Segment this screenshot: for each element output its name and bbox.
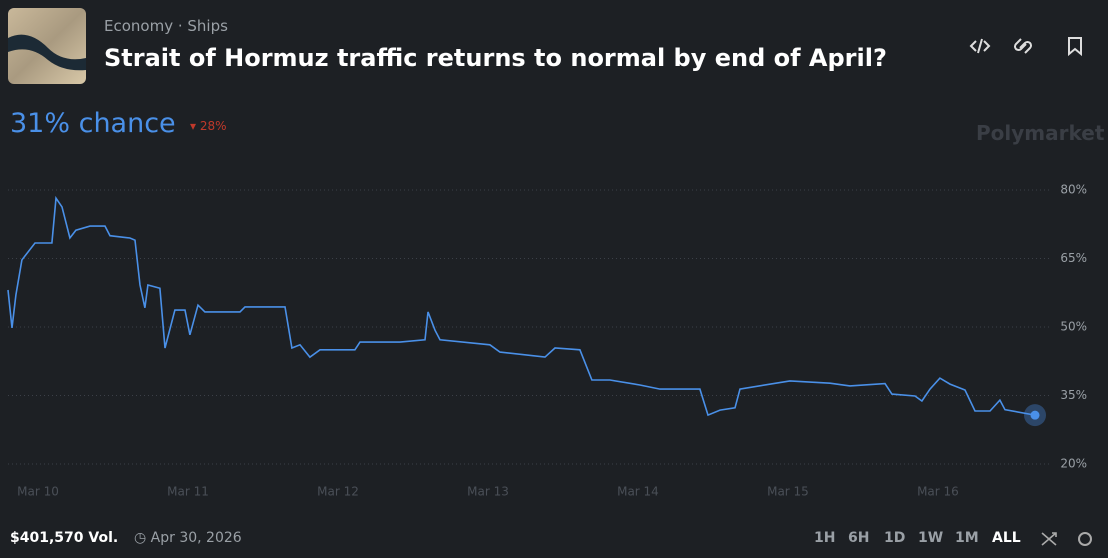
change-value: 28% bbox=[199, 119, 227, 133]
x-tick-label: Mar 11 bbox=[167, 485, 209, 499]
range-button[interactable]: 1M bbox=[955, 530, 979, 546]
bookmark-icon[interactable] bbox=[1068, 37, 1082, 57]
range-button[interactable]: 1H bbox=[814, 530, 836, 546]
change: ▾ 28% bbox=[190, 119, 227, 133]
chance: 31% chance bbox=[10, 108, 176, 139]
price-line bbox=[7, 195, 1036, 417]
range-button[interactable]: 1W bbox=[918, 530, 944, 546]
end-date-text: Apr 30, 2026 bbox=[150, 530, 242, 546]
embed-icon[interactable] bbox=[969, 38, 991, 54]
thumbnail bbox=[8, 8, 86, 84]
y-tick-label: 35% bbox=[1060, 388, 1087, 402]
x-tick-label: Mar 12 bbox=[317, 485, 359, 499]
category[interactable]: Economy bbox=[104, 17, 174, 35]
market-title: Strait of Hormuz traffic returns to norm… bbox=[104, 44, 887, 72]
volume: $401,570 Vol. bbox=[10, 530, 119, 546]
range-button[interactable]: 6H bbox=[848, 530, 870, 546]
actions bbox=[969, 37, 1082, 57]
x-tick-label: Mar 10 bbox=[17, 485, 59, 499]
y-tick-label: 20% bbox=[1060, 457, 1087, 471]
range-button[interactable]: ALL bbox=[992, 530, 1021, 546]
y-tick-label: 65% bbox=[1060, 251, 1087, 265]
subcategory[interactable]: Ships bbox=[187, 17, 228, 35]
breadcrumb: Economy · Ships bbox=[104, 17, 228, 35]
x-tick-label: Mar 16 bbox=[917, 485, 959, 499]
y-tick-label: 80% bbox=[1060, 183, 1087, 197]
y-tick-label: 50% bbox=[1060, 320, 1087, 334]
brand: Polymarket bbox=[976, 121, 1105, 145]
shuffle-icon[interactable] bbox=[1041, 532, 1057, 546]
end-date: ◷ Apr 30, 2026 bbox=[134, 530, 242, 546]
x-tick-label: Mar 14 bbox=[617, 485, 659, 499]
end-point bbox=[1030, 410, 1040, 420]
settings-icon[interactable] bbox=[1078, 532, 1092, 546]
x-tick-label: Mar 15 bbox=[767, 485, 809, 499]
x-tick-label: Mar 13 bbox=[467, 485, 509, 499]
range-button[interactable]: 1D bbox=[884, 530, 906, 546]
tools bbox=[1041, 532, 1092, 546]
link-icon[interactable] bbox=[1013, 38, 1033, 54]
